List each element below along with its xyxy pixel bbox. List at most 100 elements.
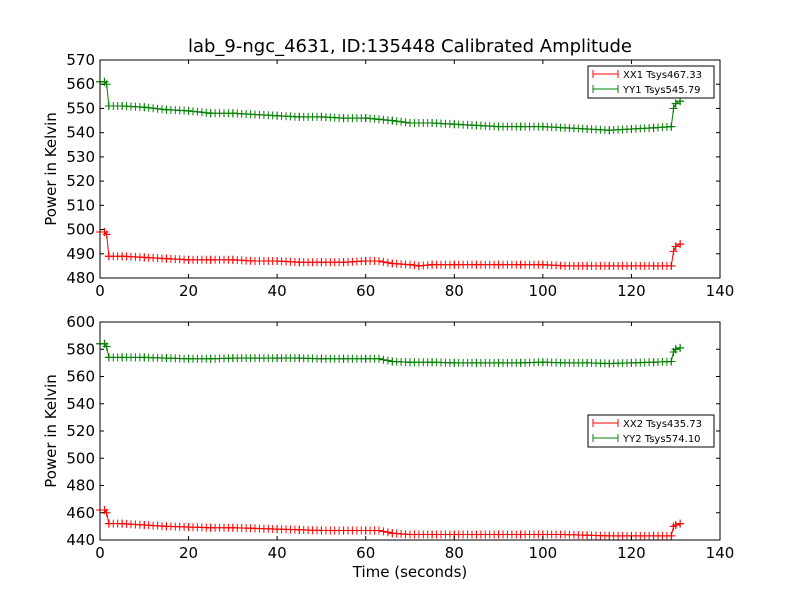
data-point xyxy=(206,354,215,363)
data-point xyxy=(361,354,370,363)
data-point xyxy=(228,523,237,532)
legend-label: YY1 Tsys545.79 xyxy=(622,85,701,96)
y-tick-label: 540 xyxy=(66,395,95,413)
data-point xyxy=(162,254,171,263)
data-point xyxy=(339,526,348,535)
y-tick-label: 480 xyxy=(66,477,95,495)
y-tick-label: 600 xyxy=(66,313,95,331)
data-point xyxy=(375,526,383,535)
data-point xyxy=(538,260,547,269)
legend-marker xyxy=(592,85,619,93)
figure-title: lab_9-ngc_4631, ID:135448 Calibrated Amp… xyxy=(188,36,632,57)
x-tick-label: 140 xyxy=(706,282,735,300)
x-tick-label: 20 xyxy=(179,282,198,300)
x-tick-label: 60 xyxy=(356,544,375,562)
y-tick-label: 520 xyxy=(66,172,95,190)
data-point xyxy=(428,260,437,269)
data-point xyxy=(162,354,171,363)
axes-frame xyxy=(99,59,721,279)
legend-label: YY2 Tsys574.10 xyxy=(622,434,701,445)
data-point xyxy=(414,261,423,270)
x-tick-label: 0 xyxy=(95,282,105,300)
data-point xyxy=(273,354,282,363)
data-point xyxy=(667,261,676,270)
data-point xyxy=(627,125,636,134)
data-point xyxy=(140,253,149,262)
y-tick-label: 490 xyxy=(66,245,95,263)
data-point xyxy=(667,122,676,131)
data-point xyxy=(140,103,149,112)
data-point xyxy=(361,526,370,535)
y-tick-label: 520 xyxy=(66,422,95,440)
data-point xyxy=(406,260,414,269)
data-point xyxy=(184,106,193,115)
legend-box xyxy=(587,65,715,99)
x-tick-label: 20 xyxy=(179,544,198,562)
y-tick-label: 500 xyxy=(66,221,95,239)
data-point xyxy=(472,530,481,539)
data-point xyxy=(561,530,569,539)
x-tick-label: 40 xyxy=(268,544,287,562)
legend: XX2 Tsys435.73 YY2 Tsys574.10 xyxy=(587,414,715,448)
data-point xyxy=(388,357,397,366)
y-tick-label: 510 xyxy=(66,196,95,214)
data-point xyxy=(375,257,383,266)
data-point xyxy=(450,120,459,129)
data-point xyxy=(516,122,525,131)
x-axis-label: Time (seconds) xyxy=(352,563,468,581)
data-point xyxy=(406,118,414,127)
data-point xyxy=(184,523,193,532)
x-tick-label: 40 xyxy=(268,282,287,300)
data-point xyxy=(472,358,481,367)
data-point xyxy=(450,358,459,367)
x-tick-label: 120 xyxy=(617,544,646,562)
data-point xyxy=(162,105,171,114)
y-tick-label: 530 xyxy=(66,148,95,166)
data-point xyxy=(605,359,614,368)
data-point xyxy=(102,230,111,239)
data-point xyxy=(669,104,678,113)
data-point xyxy=(649,261,658,270)
y-tick-label: 560 xyxy=(66,368,95,386)
y-axis-label: Power in Kelvin xyxy=(42,374,60,488)
data-point xyxy=(538,122,547,131)
data-point xyxy=(251,110,259,119)
data-point xyxy=(295,525,304,534)
data-point xyxy=(295,112,304,121)
data-point xyxy=(671,242,680,251)
x-tick-label: 0 xyxy=(95,544,105,562)
x-tick-label: 80 xyxy=(445,544,464,562)
data-point xyxy=(428,530,437,539)
plot-1: 0 20 40 60 80 100 120 140 480 490 500 510 520 530 540 5… xyxy=(42,51,734,300)
data-point xyxy=(118,252,127,261)
data-point xyxy=(450,260,459,269)
y-tick-label: 440 xyxy=(66,531,95,549)
data-point xyxy=(206,109,215,118)
y-tick-label: 540 xyxy=(66,124,95,142)
data-point xyxy=(273,111,282,120)
data-point xyxy=(561,358,569,367)
data-point xyxy=(605,531,614,540)
data-point xyxy=(388,116,397,125)
plots-container: 0 20 40 60 80 100 120 140 480 490 500 510 520 530 540 5… xyxy=(42,51,734,581)
data-point xyxy=(375,115,383,124)
data-point xyxy=(583,261,592,270)
data-point xyxy=(361,114,370,123)
plot-2: 0 20 40 60 80 100 120 140 440 460 480 500 520 540 560 5… xyxy=(42,313,734,581)
data-point xyxy=(605,126,614,135)
data-point xyxy=(472,121,481,130)
data-point xyxy=(649,123,658,132)
data-point xyxy=(583,358,592,367)
legend-box xyxy=(587,414,715,448)
data-point xyxy=(273,525,282,534)
data-point xyxy=(361,257,370,266)
data-point xyxy=(649,531,658,540)
data-point xyxy=(516,358,525,367)
data-point xyxy=(118,353,127,362)
data-point xyxy=(494,260,503,269)
y-tick-label: 460 xyxy=(66,504,95,522)
x-tick-label: 120 xyxy=(617,282,646,300)
data-point xyxy=(317,112,326,121)
data-point xyxy=(406,530,414,539)
